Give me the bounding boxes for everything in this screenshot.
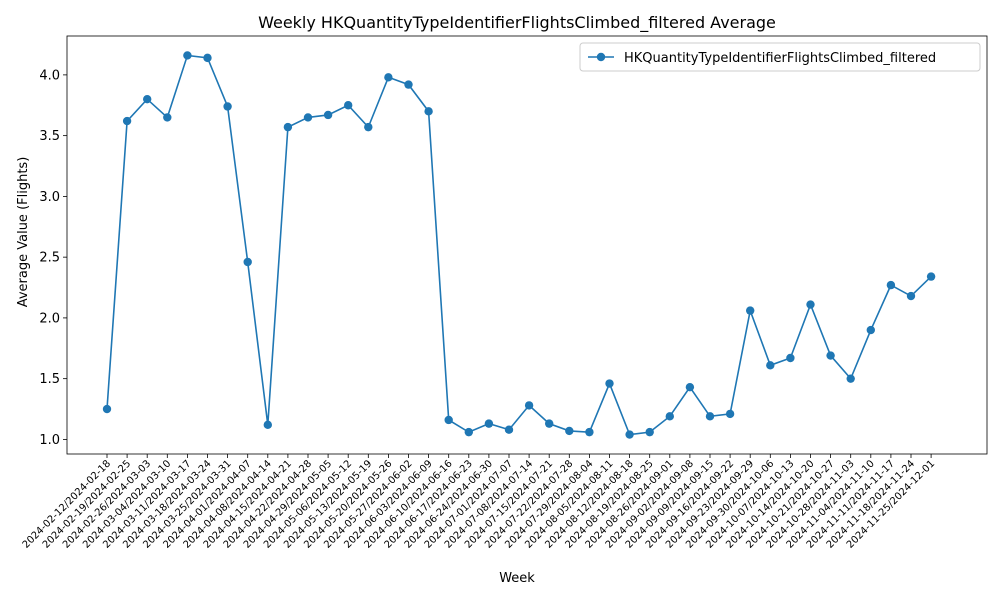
- data-point: [444, 415, 453, 425]
- legend-label: HKQuantityTypeIdentifierFlightsClimbed_f…: [624, 51, 936, 66]
- data-point: [545, 419, 554, 428]
- chart-title: Weekly HKQuantityTypeIdentifierFlightsCl…: [258, 13, 776, 33]
- data-point: [766, 361, 775, 370]
- data-point: [223, 102, 232, 111]
- data-point: [906, 291, 916, 301]
- data-point: [826, 351, 835, 360]
- data-point: [585, 427, 594, 437]
- data-point: [625, 430, 634, 439]
- data-point: [203, 53, 212, 63]
- data-point: [685, 382, 695, 392]
- y-tick-label: 1.5: [39, 372, 60, 387]
- data-point: [605, 379, 614, 388]
- data-point: [122, 116, 132, 126]
- x-axis-label: Week: [499, 571, 535, 586]
- data-point: [464, 427, 473, 437]
- data-point: [504, 425, 514, 434]
- y-axis-label: Average Value (Flights): [16, 157, 31, 308]
- data-point: [323, 110, 333, 120]
- data-point: [806, 300, 815, 309]
- data-point: [424, 107, 433, 116]
- data-point: [705, 412, 715, 421]
- legend-marker-swatch: [596, 52, 606, 62]
- data-point: [243, 257, 252, 267]
- data-point: [786, 353, 795, 363]
- y-tick-label: 2.5: [39, 251, 60, 266]
- data-point: [283, 122, 293, 132]
- data-point: [524, 401, 534, 410]
- y-tick-label: 4.0: [39, 68, 60, 83]
- data-point: [183, 51, 192, 60]
- data-point: [725, 409, 735, 419]
- plot-frame: [66, 35, 988, 455]
- y-tick-label: 3.0: [39, 190, 60, 205]
- plot-area: 1.01.52.02.53.03.54.02024-02-12/2024-02-…: [21, 35, 988, 551]
- y-tick-label: 2.0: [39, 311, 60, 326]
- y-tick-label: 3.5: [39, 129, 60, 144]
- data-point: [866, 325, 875, 335]
- data-point: [404, 80, 413, 89]
- y-tick-label: 1.0: [39, 433, 60, 448]
- data-point: [565, 426, 574, 436]
- data-point: [746, 306, 755, 315]
- data-point: [263, 420, 272, 430]
- data-point: [102, 404, 112, 414]
- data-point: [484, 419, 494, 428]
- data-point: [926, 272, 936, 281]
- data-point: [364, 122, 373, 132]
- data-point: [163, 113, 172, 122]
- data-point: [384, 73, 393, 82]
- data-point: [645, 427, 654, 437]
- data-point: [344, 101, 353, 110]
- legend: HKQuantityTypeIdentifierFlightsClimbed_f…: [579, 42, 981, 72]
- data-point: [665, 412, 674, 421]
- data-point: [143, 94, 152, 104]
- series-line: [106, 54, 932, 436]
- data-point: [886, 280, 896, 290]
- legend-box: [579, 42, 981, 72]
- data-point: [846, 374, 855, 383]
- data-point: [303, 113, 313, 122]
